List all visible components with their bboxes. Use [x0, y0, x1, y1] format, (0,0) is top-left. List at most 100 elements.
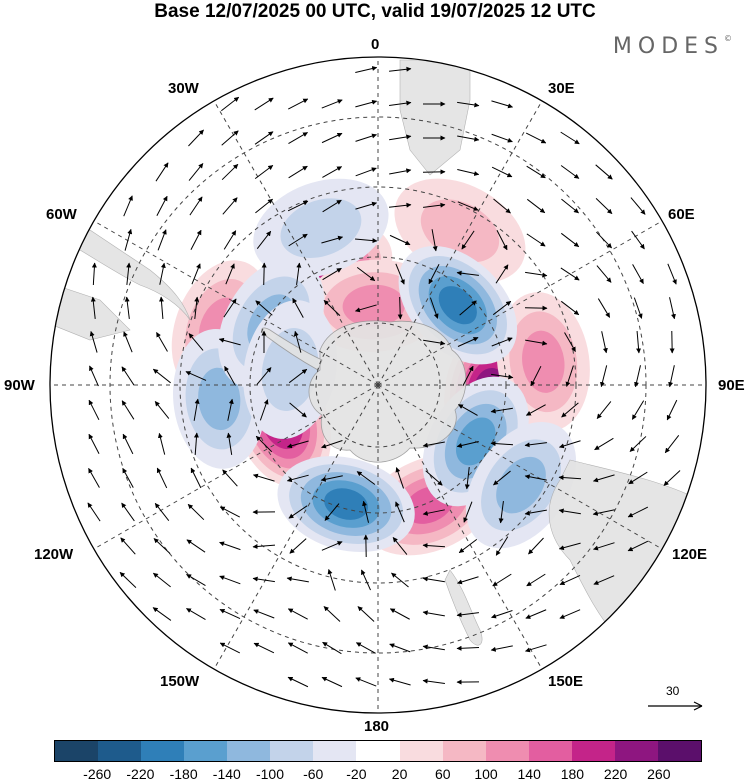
colorbar	[54, 740, 702, 762]
wind-vector	[357, 606, 375, 622]
colorbar-swatch	[313, 741, 357, 761]
colorbar-tick-label: -180	[169, 766, 198, 782]
wind-vector	[395, 501, 405, 523]
wind-vector	[218, 337, 241, 346]
wind-vector	[428, 263, 440, 285]
wind-vector	[495, 536, 509, 556]
map-title: Base 12/07/2025 00 UTC, valid 19/07/2025…	[154, 1, 596, 22]
wind-vector	[463, 501, 473, 523]
wind-vector	[389, 643, 411, 653]
wind-vector	[288, 132, 308, 144]
wind-vector	[288, 368, 308, 384]
wind-vector	[560, 300, 580, 316]
wind-vector	[596, 265, 612, 283]
wind-vector	[289, 538, 307, 554]
wind-vector	[122, 433, 134, 455]
wind-vector	[185, 371, 207, 381]
lon-label-0: 0	[371, 36, 380, 53]
map-boundary	[49, 56, 707, 714]
meridian-line	[213, 100, 379, 386]
wind-vector	[188, 333, 204, 351]
wind-vector	[524, 644, 547, 653]
wind-vector	[490, 407, 513, 414]
wind-vector	[156, 332, 168, 352]
colorbar-tick-label: -220	[126, 766, 155, 782]
wind-vector	[286, 440, 309, 449]
wind-vector	[601, 331, 608, 354]
wind-vector	[664, 435, 680, 454]
wind-vector	[490, 441, 514, 447]
wind-vector	[122, 467, 134, 488]
wind-vector	[457, 101, 480, 108]
wind-vector	[422, 678, 445, 684]
wind-vector	[425, 470, 443, 486]
wind-vector	[191, 263, 201, 285]
wind-vector	[123, 331, 133, 353]
wind-vector	[559, 609, 581, 619]
wind-vector	[120, 537, 136, 555]
wind-vector	[188, 163, 204, 181]
wind-vector	[324, 503, 340, 521]
wind-vector	[491, 337, 513, 347]
wind-vector	[252, 576, 275, 583]
wind-vector	[389, 234, 411, 246]
wind-vector	[560, 267, 580, 281]
wind-vector	[559, 440, 581, 449]
wind-vector	[423, 339, 446, 346]
wind-vector	[259, 399, 269, 421]
wind-vector	[321, 132, 343, 144]
wind-vector	[525, 271, 548, 278]
wind-vector	[158, 296, 164, 320]
lon-label-30e: 30E	[548, 80, 575, 97]
negative-anomaly-contour	[438, 286, 477, 325]
colorbar-tick-label: -20	[346, 766, 367, 782]
wind-vector	[288, 165, 308, 179]
wind-vector	[431, 229, 438, 252]
wind-vector	[190, 467, 202, 489]
wind-vector	[189, 196, 203, 216]
colorbar-tick-label: 20	[391, 766, 408, 782]
wind-vector	[631, 400, 645, 420]
wind-vector	[320, 475, 343, 482]
wind-vector	[159, 262, 166, 285]
wind-vector	[226, 432, 233, 455]
wind-vector	[558, 475, 582, 481]
wind-vector	[490, 645, 513, 652]
wind-vector	[631, 230, 645, 250]
meridian-line	[93, 384, 379, 550]
wind-vector	[356, 471, 376, 485]
wind-vector	[559, 575, 581, 585]
wind-vector	[90, 296, 96, 319]
wind-vector	[252, 473, 275, 482]
wind-vector	[594, 437, 614, 451]
wind-vector	[564, 332, 576, 352]
colorbar-swatch	[270, 741, 314, 761]
wind-vector	[354, 304, 377, 313]
negative-anomaly-contour	[324, 488, 369, 520]
lon-label-150w: 150W	[160, 673, 200, 690]
wind-vector	[524, 474, 547, 481]
colorbar-swatch	[184, 741, 228, 761]
wind-vector	[395, 263, 405, 285]
wind-vector	[525, 404, 546, 416]
wind-vector	[321, 440, 343, 449]
wind-vector	[397, 296, 403, 320]
colorbar-tick-label: 220	[603, 766, 628, 782]
wind-vector	[596, 401, 612, 419]
negative-anomaly-contour	[198, 367, 241, 431]
wind-vector	[597, 298, 611, 318]
wind-vector	[194, 296, 200, 319]
wind-vector	[456, 612, 479, 618]
wind-vector	[261, 262, 267, 286]
wind-vector	[526, 165, 546, 179]
negative-anomaly-contour	[496, 456, 546, 514]
wind-vector	[355, 133, 377, 142]
wind-vector	[498, 501, 504, 524]
wind-vector	[458, 538, 478, 554]
wind-vector	[526, 233, 546, 247]
wind-vector	[124, 296, 130, 319]
wind-vector	[459, 300, 477, 316]
wind-vector	[255, 198, 273, 214]
wind-vector	[126, 262, 132, 285]
